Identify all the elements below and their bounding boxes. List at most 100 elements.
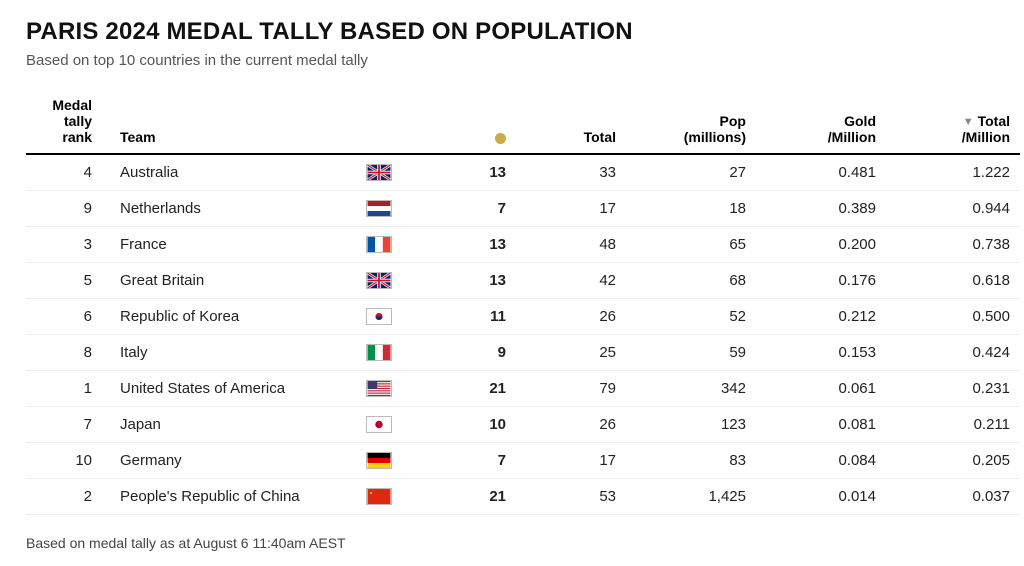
cell-team: Italy (106, 334, 366, 370)
flag-jp-icon (366, 416, 392, 433)
flag-de-icon (366, 452, 392, 469)
cell-total: 53 (526, 478, 636, 514)
cell-rank: 9 (26, 190, 106, 226)
page-title: PARIS 2024 MEDAL TALLY BASED ON POPULATI… (26, 18, 998, 46)
cell-tpm: 0.211 (896, 406, 1020, 442)
cell-gold: 11 (426, 298, 526, 334)
cell-team: Great Britain (106, 262, 366, 298)
cell-gold: 7 (426, 190, 526, 226)
cell-gold: 13 (426, 154, 526, 190)
flag-fr-icon (366, 236, 392, 253)
flag-au-icon (366, 164, 392, 181)
col-header-total[interactable]: Total (526, 97, 636, 154)
sort-desc-icon: ▼ (963, 116, 978, 128)
cell-team: Netherlands (106, 190, 366, 226)
table-row: 1United States of America 21793420.0610.2… (26, 370, 1020, 406)
cell-tpm: 0.424 (896, 334, 1020, 370)
cell-team: Japan (106, 406, 366, 442)
cell-gold: 21 (426, 370, 526, 406)
col-header-pop[interactable]: Pop(millions) (636, 97, 766, 154)
cell-tpm: 0.500 (896, 298, 1020, 334)
cell-gold: 10 (426, 406, 526, 442)
cell-pop: 65 (636, 226, 766, 262)
cell-rank: 7 (26, 406, 106, 442)
page-subtitle: Based on top 10 countries in the current… (26, 52, 998, 69)
flag-gb-icon (366, 272, 392, 289)
cell-rank: 3 (26, 226, 106, 262)
cell-pop: 342 (636, 370, 766, 406)
cell-pop: 27 (636, 154, 766, 190)
col-header-team[interactable]: Team (106, 97, 366, 154)
cell-team: United States of America (106, 370, 366, 406)
cell-team: People's Republic of China (106, 478, 366, 514)
cell-gpm: 0.389 (766, 190, 896, 226)
gold-medal-icon (495, 133, 506, 144)
cell-rank: 1 (26, 370, 106, 406)
cell-pop: 52 (636, 298, 766, 334)
table-row: 4Australia1333270.4811.222 (26, 154, 1020, 190)
cell-total: 25 (526, 334, 636, 370)
cell-tpm: 1.222 (896, 154, 1020, 190)
cell-gpm: 0.212 (766, 298, 896, 334)
cell-pop: 18 (636, 190, 766, 226)
footnote: Based on medal tally as at August 6 11:4… (26, 535, 998, 551)
cell-flag (366, 190, 426, 226)
cell-gpm: 0.153 (766, 334, 896, 370)
cell-pop: 83 (636, 442, 766, 478)
col-header-rank[interactable]: Medaltallyrank (26, 97, 106, 154)
cell-total: 26 (526, 406, 636, 442)
cell-team: Germany (106, 442, 366, 478)
cell-flag (366, 370, 426, 406)
table-row: 10Germany 717830.0840.205 (26, 442, 1020, 478)
cell-flag (366, 226, 426, 262)
col-header-gpm[interactable]: Gold/Million (766, 97, 896, 154)
cell-gold: 7 (426, 442, 526, 478)
table-header-row: Medaltallyrank Team Total Pop(millions) … (26, 97, 1020, 154)
table-row: 6Republic of Korea 1126520.2120.500 (26, 298, 1020, 334)
col-header-tpm[interactable]: ▼Total/Million (896, 97, 1020, 154)
cell-total: 26 (526, 298, 636, 334)
cell-flag (366, 262, 426, 298)
cell-pop: 1,425 (636, 478, 766, 514)
cell-tpm: 0.037 (896, 478, 1020, 514)
cell-gold: 9 (426, 334, 526, 370)
col-header-gold[interactable] (426, 97, 526, 154)
table-row: 7Japan 10261230.0810.211 (26, 406, 1020, 442)
table-row: 5Great Britain1342680.1760.618 (26, 262, 1020, 298)
cell-flag (366, 154, 426, 190)
flag-nl-icon (366, 200, 392, 217)
cell-gpm: 0.084 (766, 442, 896, 478)
cell-flag (366, 442, 426, 478)
cell-gpm: 0.014 (766, 478, 896, 514)
table-row: 3France1348650.2000.738 (26, 226, 1020, 262)
cell-gpm: 0.200 (766, 226, 896, 262)
flag-cn-icon (366, 488, 392, 505)
flag-us-icon (366, 380, 392, 397)
cell-tpm: 0.205 (896, 442, 1020, 478)
cell-tpm: 0.231 (896, 370, 1020, 406)
flag-kr-icon (366, 308, 392, 325)
cell-gold: 13 (426, 226, 526, 262)
page: PARIS 2024 MEDAL TALLY BASED ON POPULATI… (0, 0, 1024, 551)
cell-pop: 123 (636, 406, 766, 442)
cell-team: Republic of Korea (106, 298, 366, 334)
cell-gpm: 0.061 (766, 370, 896, 406)
cell-total: 42 (526, 262, 636, 298)
col-header-flag (366, 97, 426, 154)
cell-rank: 8 (26, 334, 106, 370)
cell-total: 17 (526, 190, 636, 226)
table-row: 9Netherlands 717180.3890.944 (26, 190, 1020, 226)
cell-tpm: 0.618 (896, 262, 1020, 298)
cell-tpm: 0.944 (896, 190, 1020, 226)
cell-total: 79 (526, 370, 636, 406)
cell-flag (366, 298, 426, 334)
cell-rank: 6 (26, 298, 106, 334)
cell-total: 17 (526, 442, 636, 478)
cell-rank: 4 (26, 154, 106, 190)
cell-gpm: 0.176 (766, 262, 896, 298)
cell-flag (366, 334, 426, 370)
cell-gold: 13 (426, 262, 526, 298)
cell-rank: 10 (26, 442, 106, 478)
medal-table: Medaltallyrank Team Total Pop(millions) … (26, 97, 1020, 515)
cell-gpm: 0.081 (766, 406, 896, 442)
